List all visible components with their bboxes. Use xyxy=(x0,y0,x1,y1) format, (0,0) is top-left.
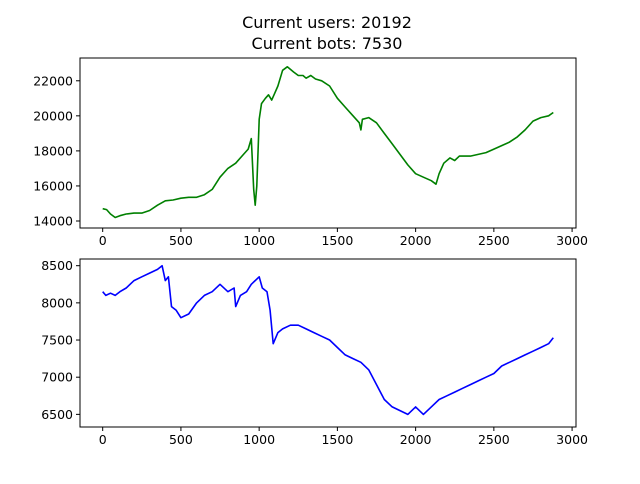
x-tick-label: 2500 xyxy=(478,233,510,248)
series-line xyxy=(102,264,554,416)
y-tick-label: 16000 xyxy=(33,178,73,193)
bots-plot: 0 500 1000 1500 2000 2500 3000 6500 7000 7500 8000… xyxy=(41,258,588,447)
x-tick-label: 2000 xyxy=(400,432,432,447)
x-tick-label: 2000 xyxy=(400,233,432,248)
x-tick-label: 1500 xyxy=(321,432,353,447)
y-tick-label: 14000 xyxy=(33,213,73,228)
x-tick-label: 0 xyxy=(99,233,107,248)
x-tick-label: 0 xyxy=(99,432,107,447)
y-tick-label: 20000 xyxy=(33,108,73,123)
title-line-1: Current users: 20192 xyxy=(242,13,412,32)
series-line xyxy=(102,66,554,219)
x-tick-label: 1000 xyxy=(243,432,275,447)
x-tick-label: 1000 xyxy=(243,233,275,248)
y-tick-label: 22000 xyxy=(33,73,73,88)
y-tick-label: 7000 xyxy=(41,370,73,385)
y-tick-label: 18000 xyxy=(33,143,73,158)
y-tick-label: 8000 xyxy=(41,295,73,310)
x-tick-label: 500 xyxy=(169,233,193,248)
title-line-2: Current bots: 7530 xyxy=(252,34,403,53)
x-tick-label: 2500 xyxy=(478,432,510,447)
y-tick-label: 8500 xyxy=(41,258,73,273)
y-tick-label: 6500 xyxy=(41,407,73,422)
x-tick-label: 1500 xyxy=(321,233,353,248)
y-tick-label: 7500 xyxy=(41,333,73,348)
x-tick-label: 3000 xyxy=(556,233,588,248)
axes-frame xyxy=(79,258,577,428)
users-plot: 0 500 1000 1500 2000 2500 3000 14000 16000 18000 2… xyxy=(33,57,588,248)
x-tick-label: 500 xyxy=(169,432,193,447)
x-tick-label: 3000 xyxy=(556,432,588,447)
axes-frame xyxy=(79,57,577,229)
